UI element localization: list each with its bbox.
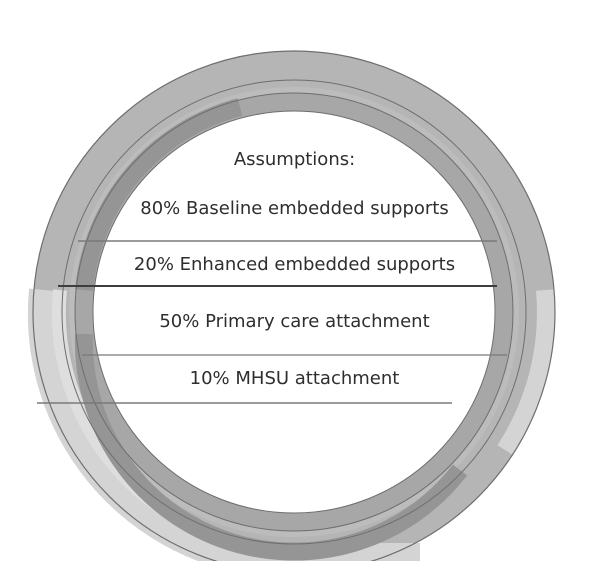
ring-arc-light-lower <box>27 288 420 565</box>
assumption-enhanced-embedded-supports: 20% Enhanced embedded supports <box>133 254 456 275</box>
ring-arc-dark-upper <box>75 98 243 291</box>
assumption-mhsu-attachment: 10% MHSU attachment <box>189 368 400 389</box>
ring-outline-outer <box>32 50 556 565</box>
ring-outline-2 <box>61 79 527 545</box>
ring-outline-3 <box>74 92 514 532</box>
ring-arc-light-right <box>497 289 555 455</box>
ring-band-inner <box>75 93 513 531</box>
ring-arc-dark-lower <box>74 333 468 561</box>
ring-outline-inner <box>92 110 496 514</box>
assumption-baseline-embedded-supports: 80% Baseline embedded supports <box>140 198 449 219</box>
assumption-primary-care-attachment: 50% Primary care attachment <box>159 311 430 332</box>
ring-band-middle <box>69 87 519 537</box>
assumptions-heading: Assumptions: <box>233 149 356 170</box>
